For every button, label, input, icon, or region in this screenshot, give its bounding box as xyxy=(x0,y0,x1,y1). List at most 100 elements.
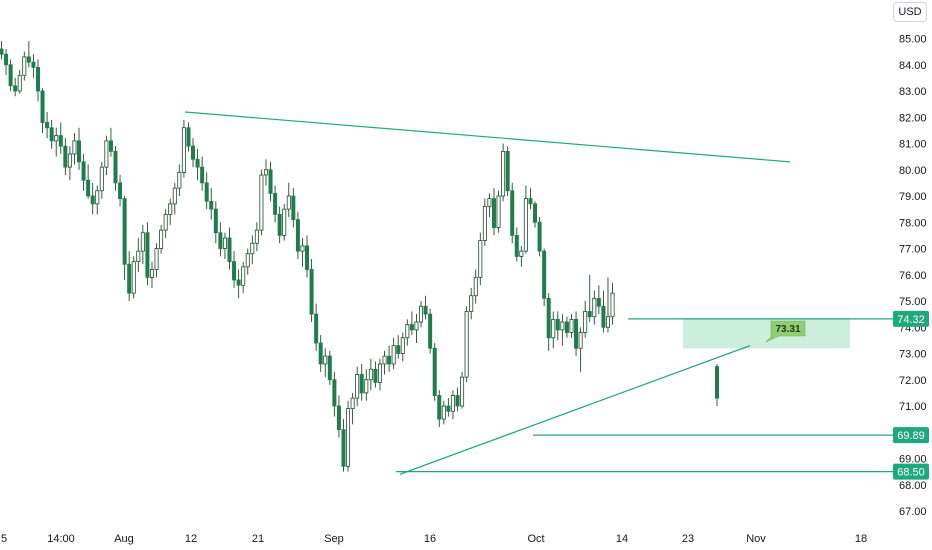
candle xyxy=(118,175,123,207)
candle xyxy=(428,308,433,354)
candle-body xyxy=(222,237,227,249)
candle xyxy=(510,182,515,244)
candle xyxy=(209,188,214,220)
price-label-bg xyxy=(893,310,929,327)
candle xyxy=(496,190,501,233)
candle-body xyxy=(441,405,446,420)
candle-body xyxy=(601,305,606,328)
candle-body xyxy=(149,269,154,278)
candle-body xyxy=(564,321,569,333)
candle-body xyxy=(213,208,218,234)
candle-body xyxy=(496,195,501,228)
candle-body xyxy=(715,366,720,399)
candle xyxy=(423,295,428,320)
candle-body xyxy=(332,379,337,407)
candle-body xyxy=(99,166,104,192)
candle-body xyxy=(346,408,351,467)
candle xyxy=(113,146,118,191)
candle xyxy=(286,182,291,217)
candle xyxy=(195,148,200,181)
candle xyxy=(26,41,31,68)
candle xyxy=(204,172,209,210)
candle-body xyxy=(209,200,214,210)
price-tick: 80.00 xyxy=(899,165,927,177)
candle xyxy=(181,119,186,178)
candle-body xyxy=(428,313,433,349)
trendlines xyxy=(184,111,791,475)
candle-body xyxy=(136,250,141,263)
price-tick: 76.00 xyxy=(899,270,927,282)
price-label-bg xyxy=(893,463,929,480)
candle-body xyxy=(273,192,278,215)
candle xyxy=(81,154,86,191)
candle-body xyxy=(473,276,478,297)
price-label: 68.50 xyxy=(893,463,929,480)
candle-body xyxy=(291,195,296,221)
candle xyxy=(542,248,547,307)
annotation-badge-shape xyxy=(765,320,806,343)
candle-body xyxy=(446,405,451,412)
candle-body xyxy=(400,337,405,354)
candle xyxy=(35,59,40,102)
candle xyxy=(464,306,469,383)
candle xyxy=(67,146,72,181)
candle xyxy=(4,49,9,76)
time-axis[interactable]: 5 14:00 Aug 12 21 Sep 16 Oct 14 23 Nov 18 xyxy=(1,533,867,545)
time-tick: Oct xyxy=(527,533,544,545)
candle xyxy=(172,182,177,215)
candle-body xyxy=(377,363,382,383)
candle xyxy=(236,269,241,299)
price-tick: 71.00 xyxy=(899,401,927,413)
candle-body xyxy=(309,269,314,315)
candle xyxy=(8,59,13,91)
candle xyxy=(45,112,50,139)
candle-body xyxy=(405,324,410,339)
candle-body xyxy=(528,198,533,205)
candle-body xyxy=(131,261,136,294)
candle-body xyxy=(104,140,109,168)
candle-body xyxy=(323,355,328,365)
candle xyxy=(63,138,68,175)
candle xyxy=(108,127,113,157)
price-axis[interactable]: 85.00 84.00 83.00 82.00 81.00 80.00 79.00 78.00… xyxy=(899,34,927,519)
candle-body xyxy=(282,208,287,236)
candle xyxy=(177,164,182,196)
candle-body xyxy=(487,198,492,207)
candle-body xyxy=(546,297,551,339)
candle-body xyxy=(241,266,246,286)
price-tick: 77.00 xyxy=(899,244,927,256)
candle-body xyxy=(560,321,565,331)
candle xyxy=(587,274,592,322)
candle xyxy=(414,314,419,343)
candle xyxy=(387,345,392,372)
time-tick: 16 xyxy=(424,533,436,545)
candle-body xyxy=(168,203,173,215)
candle-body xyxy=(327,355,332,381)
candle-body xyxy=(286,195,291,210)
candle xyxy=(163,209,168,238)
candle xyxy=(314,303,319,351)
candle xyxy=(382,350,387,375)
candle xyxy=(441,400,446,425)
candle xyxy=(327,350,332,385)
candle-body xyxy=(35,66,40,92)
candle xyxy=(564,316,569,338)
candle-body xyxy=(113,150,118,184)
candle xyxy=(277,206,282,244)
currency-label[interactable]: USD xyxy=(893,2,927,22)
candle-body xyxy=(127,263,132,294)
candle xyxy=(350,392,355,425)
candle-body xyxy=(31,61,36,68)
price-label-bg xyxy=(893,427,929,444)
trendline xyxy=(399,345,751,475)
candle xyxy=(191,138,196,168)
candle xyxy=(268,161,273,202)
candle-body xyxy=(318,342,323,365)
candle xyxy=(295,211,300,259)
candle xyxy=(250,235,255,265)
price-label: 74.32 xyxy=(893,310,929,327)
candle-body xyxy=(95,190,100,205)
candle xyxy=(273,185,278,223)
